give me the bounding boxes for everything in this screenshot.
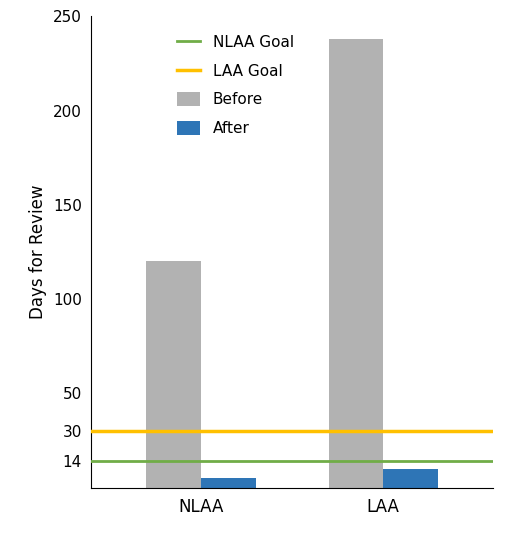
Bar [384,469,438,488]
Bar [201,479,256,488]
Bar [329,39,384,488]
LAA Goal [198,428,204,435]
NLAA Goal [198,458,204,464]
Y-axis label: Days for Review: Days for Review [29,185,47,319]
NLAA Goal [380,458,387,464]
Legend: NLAA Goal, LAA Goal, Before, After: NLAA Goal, LAA Goal, Before, After [171,29,300,143]
LAA Goal [380,428,387,435]
Bar [146,261,201,488]
